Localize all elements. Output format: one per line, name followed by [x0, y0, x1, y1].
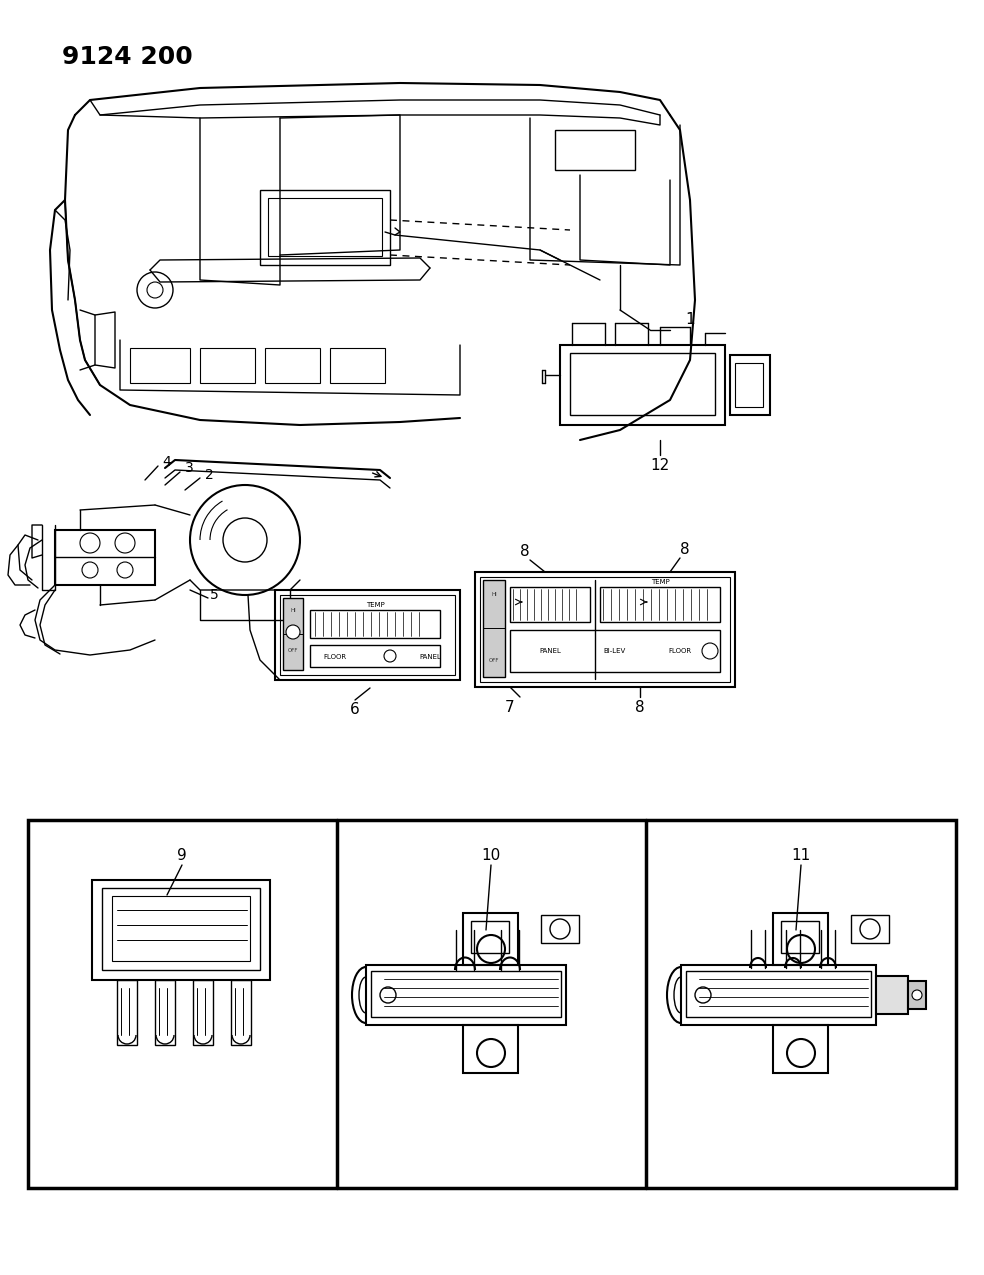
Bar — [510, 586, 590, 622]
Bar — [570, 353, 715, 414]
Bar — [773, 1025, 828, 1074]
Bar — [773, 913, 828, 965]
Text: 8: 8 — [680, 542, 690, 557]
Text: HI: HI — [290, 607, 296, 612]
Bar — [130, 348, 190, 382]
Bar — [371, 972, 561, 1017]
Bar — [475, 572, 735, 687]
Bar — [463, 1025, 518, 1074]
Bar — [193, 980, 213, 1046]
Text: HI: HI — [491, 592, 497, 597]
Bar — [102, 887, 260, 970]
Bar — [463, 913, 518, 965]
Bar — [260, 190, 390, 265]
Bar — [781, 921, 819, 952]
Text: 7: 7 — [505, 700, 515, 714]
Bar — [117, 980, 137, 1046]
Bar — [231, 980, 251, 1046]
Text: TEMP: TEMP — [650, 579, 669, 585]
Text: 8: 8 — [636, 700, 645, 714]
Bar — [681, 965, 876, 1025]
Bar — [560, 346, 725, 425]
Text: 11: 11 — [791, 848, 811, 862]
Text: 12: 12 — [650, 458, 670, 473]
Circle shape — [912, 989, 922, 1000]
Bar — [480, 578, 730, 682]
Bar — [600, 586, 720, 622]
Text: PANEL: PANEL — [539, 648, 561, 654]
Bar — [366, 965, 566, 1025]
Text: FLOOR: FLOOR — [668, 648, 692, 654]
Text: 2: 2 — [205, 468, 214, 482]
Bar — [283, 598, 303, 669]
Text: 1: 1 — [685, 312, 695, 328]
Bar — [851, 915, 889, 944]
Text: 3: 3 — [185, 462, 194, 476]
Bar — [330, 348, 385, 382]
Bar — [112, 896, 250, 961]
Text: TEMP: TEMP — [366, 602, 385, 608]
Bar — [92, 880, 270, 980]
Text: OFF: OFF — [287, 648, 298, 653]
Text: 10: 10 — [481, 848, 501, 862]
Text: 9124 200: 9124 200 — [62, 45, 193, 69]
Bar — [310, 645, 440, 667]
Bar — [200, 348, 255, 382]
Text: FLOOR: FLOOR — [324, 654, 346, 660]
Text: PANEL: PANEL — [419, 654, 441, 660]
Bar — [735, 363, 763, 407]
Text: 8: 8 — [521, 544, 529, 560]
Bar — [275, 590, 460, 680]
Bar — [265, 348, 320, 382]
Text: 6: 6 — [350, 703, 360, 718]
Text: BI-LEV: BI-LEV — [604, 648, 626, 654]
Circle shape — [286, 625, 300, 639]
Bar — [310, 609, 440, 638]
Bar — [268, 198, 382, 256]
Text: 9: 9 — [177, 848, 187, 862]
Bar — [908, 980, 926, 1009]
Bar — [730, 354, 770, 414]
Bar — [280, 595, 455, 674]
Bar — [541, 915, 579, 944]
Bar — [555, 130, 635, 170]
Bar — [55, 530, 155, 585]
Text: 5: 5 — [210, 588, 218, 602]
Bar — [510, 630, 720, 672]
Bar — [28, 820, 956, 1188]
Bar — [876, 975, 908, 1014]
Bar — [471, 921, 509, 952]
Bar — [483, 580, 505, 677]
Text: 4: 4 — [162, 455, 171, 469]
Text: OFF: OFF — [489, 658, 499, 663]
Bar — [686, 972, 871, 1017]
Bar — [155, 980, 175, 1046]
